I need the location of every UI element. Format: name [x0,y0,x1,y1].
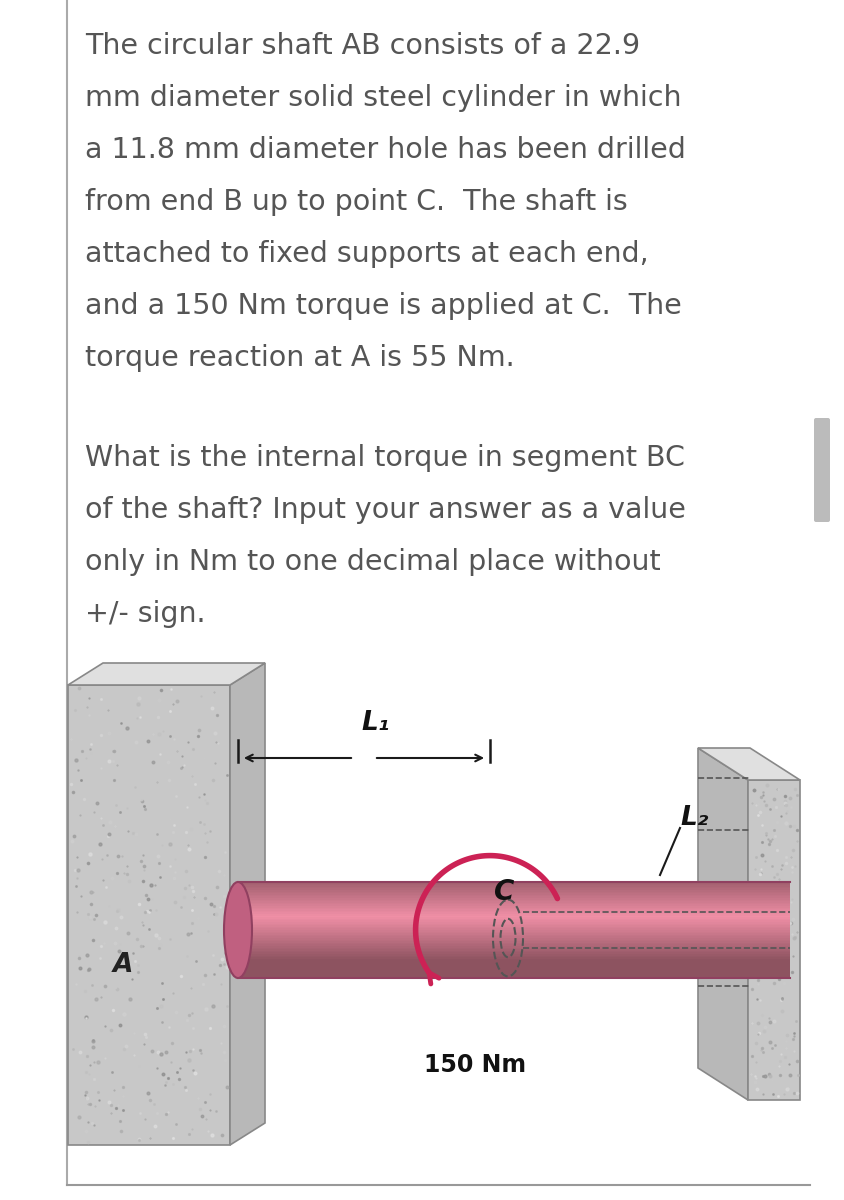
Polygon shape [238,893,790,895]
Polygon shape [238,935,790,937]
Polygon shape [238,958,790,960]
Polygon shape [238,938,790,941]
Polygon shape [238,924,790,926]
Polygon shape [238,912,790,914]
Text: and a 150 Nm torque is applied at C.  The: and a 150 Nm torque is applied at C. The [85,292,682,320]
Polygon shape [238,940,790,942]
Polygon shape [238,919,790,922]
Text: from end B up to point C.  The shaft is: from end B up to point C. The shaft is [85,188,628,216]
Polygon shape [238,930,790,932]
Polygon shape [238,902,790,905]
Polygon shape [238,906,790,908]
Polygon shape [238,964,790,966]
Polygon shape [68,685,230,1145]
Polygon shape [238,941,790,943]
Polygon shape [238,898,790,900]
Polygon shape [698,748,800,780]
Text: A: A [113,952,133,978]
Polygon shape [238,977,790,979]
Polygon shape [238,953,790,955]
Text: 150 Nm: 150 Nm [424,1054,526,1078]
Polygon shape [238,910,790,912]
Polygon shape [68,662,265,685]
FancyBboxPatch shape [814,418,830,522]
Text: The circular shaft AB consists of a 22.9: The circular shaft AB consists of a 22.9 [85,32,640,60]
Polygon shape [238,934,790,936]
Text: only in Nm to one decimal place without: only in Nm to one decimal place without [85,548,661,576]
Polygon shape [238,972,790,974]
Ellipse shape [224,882,252,978]
Polygon shape [238,974,790,977]
Polygon shape [238,929,790,931]
Polygon shape [238,955,790,958]
Text: a 11.8 mm diameter hole has been drilled: a 11.8 mm diameter hole has been drilled [85,136,686,164]
Text: L₂: L₂ [680,805,708,830]
Polygon shape [230,662,265,1145]
Polygon shape [238,922,790,924]
Text: C: C [494,878,514,906]
Polygon shape [238,925,790,928]
Polygon shape [238,960,790,962]
Polygon shape [238,920,790,923]
Polygon shape [238,911,790,913]
Polygon shape [238,967,790,970]
Polygon shape [238,943,790,946]
Polygon shape [238,931,790,934]
Polygon shape [238,905,790,907]
Polygon shape [238,948,790,950]
Polygon shape [238,914,790,917]
Polygon shape [238,946,790,948]
Text: attached to fixed supports at each end,: attached to fixed supports at each end, [85,240,649,268]
Polygon shape [238,907,790,910]
Polygon shape [238,882,790,884]
Polygon shape [238,917,790,919]
Text: L₁: L₁ [362,710,390,736]
Text: mm diameter solid steel cylinder in which: mm diameter solid steel cylinder in whic… [85,84,681,112]
Polygon shape [748,780,800,1100]
Polygon shape [238,962,790,965]
Polygon shape [238,959,790,961]
Polygon shape [238,892,790,894]
Polygon shape [238,888,790,890]
Text: of the shaft? Input your answer as a value: of the shaft? Input your answer as a val… [85,496,686,524]
Text: +/- sign.: +/- sign. [85,600,206,628]
Polygon shape [238,950,790,953]
Polygon shape [238,895,790,898]
Polygon shape [238,886,790,888]
Polygon shape [238,936,790,938]
Polygon shape [238,901,790,904]
Polygon shape [238,973,790,976]
Polygon shape [238,896,790,899]
Polygon shape [238,968,790,971]
Polygon shape [238,954,790,956]
Polygon shape [238,926,790,929]
Polygon shape [238,883,790,886]
Text: What is the internal torque in segment BC: What is the internal torque in segment B… [85,444,684,472]
Polygon shape [238,887,790,889]
Polygon shape [698,748,748,1100]
Polygon shape [238,900,790,902]
Polygon shape [238,890,790,893]
Text: torque reaction at A is 55 Nm.: torque reaction at A is 55 Nm. [85,344,515,372]
Polygon shape [238,944,790,947]
Polygon shape [238,965,790,967]
Polygon shape [238,916,790,918]
Polygon shape [238,949,790,952]
Polygon shape [238,970,790,972]
